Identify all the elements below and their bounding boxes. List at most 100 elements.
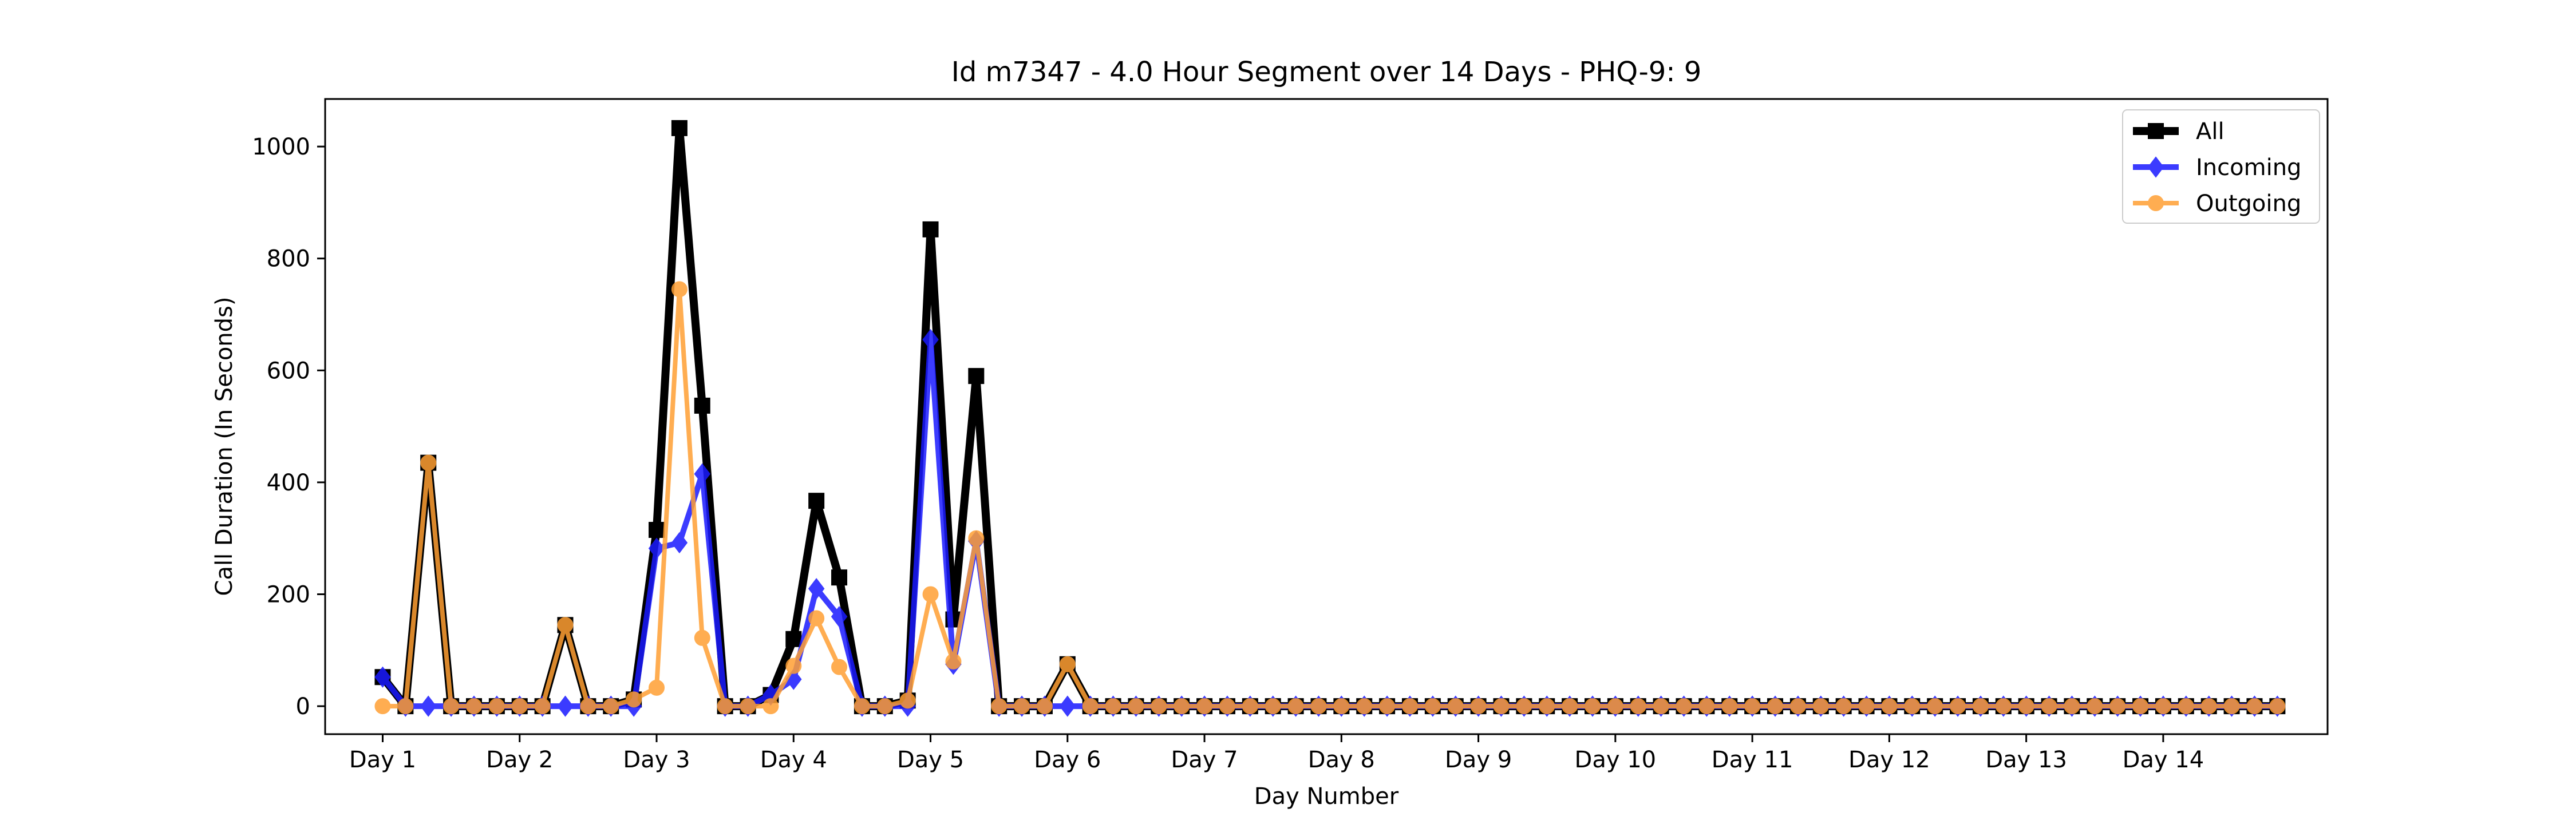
data-point-incoming [420,695,437,717]
series-layer [374,120,2286,717]
data-point-outgoing [580,698,596,715]
y-tick-label: 400 [267,470,310,496]
data-point-outgoing [785,657,802,674]
data-point-incoming [831,605,848,628]
data-point-outgoing [1174,698,1190,715]
data-point-outgoing [1356,698,1373,715]
data-point-outgoing [1516,698,1532,715]
data-point-outgoing [740,698,756,715]
data-point-outgoing [1379,698,1396,715]
data-point-outgoing [466,698,483,715]
x-axis: Day 1 Day 2 Day 3 Day 4 Day 5 Day 6 Day 7 Day 8… [349,734,2204,773]
data-point-outgoing [1744,698,1761,715]
data-point-outgoing [2132,698,2149,715]
data-point-outgoing [488,698,505,715]
x-tick-label: Day 5 [897,747,964,773]
y-tick-label: 800 [267,246,310,272]
data-point-outgoing [511,698,528,715]
data-point-outgoing [876,698,893,715]
legend: All Incoming Outgoing [2122,109,2320,224]
data-point-outgoing [1539,698,1555,715]
x-tick-label: Day 2 [486,747,553,773]
data-point-outgoing [1927,698,1943,715]
data-point-outgoing [1287,698,1304,715]
data-point-outgoing [945,653,962,670]
data-point-outgoing [557,617,574,633]
x-tick-label: Day 11 [1712,747,1793,773]
x-tick-label: Day 3 [623,747,690,773]
data-point-outgoing [968,530,985,546]
x-tick-label: Day 6 [1034,747,1101,773]
data-point-incoming [808,578,825,600]
data-point-outgoing [671,281,688,298]
y-tick-label: 200 [267,582,310,608]
data-point-outgoing [1105,698,1121,715]
data-point-outgoing [534,698,551,715]
data-point-outgoing [2223,698,2240,715]
data-point-outgoing [1972,698,1989,715]
data-point-all [2148,123,2164,139]
data-point-incoming [694,463,711,485]
data-point-outgoing [626,691,642,708]
legend-entry-all [2133,123,2179,139]
x-tick-label: Day 14 [2123,747,2204,773]
data-point-outgoing [1676,698,1692,715]
y-axis-label: Call Duration (In Seconds) [211,297,238,596]
data-point-outgoing [2041,698,2057,715]
legend-label: All [2196,118,2225,145]
data-point-outgoing [2109,698,2126,715]
x-axis-label: Day Number [1254,783,1399,810]
data-point-outgoing [1196,698,1213,715]
data-point-outgoing [374,698,391,715]
data-point-outgoing [1014,698,1030,715]
data-point-outgoing [922,586,939,603]
data-point-all [649,522,665,538]
data-point-outgoing [1630,698,1646,715]
data-point-outgoing [2148,195,2164,211]
series-group-outgoing [374,281,2286,715]
data-point-outgoing [1607,698,1623,715]
data-point-outgoing [2087,698,2103,715]
legend-label: Incoming [2196,154,2301,181]
data-point-outgoing [694,629,710,646]
data-point-outgoing [991,698,1008,715]
data-point-outgoing [1265,698,1281,715]
chart-title: Id m7347 - 4.0 Hour Segment over 14 Days… [951,56,1702,88]
x-tick-label: Day 13 [1985,747,2067,773]
data-point-outgoing [1789,698,1806,715]
data-point-incoming [671,532,688,554]
data-point-outgoing [1059,656,1076,672]
data-point-outgoing [1585,698,1601,715]
data-point-outgoing [1950,698,1966,715]
data-point-outgoing [831,659,848,675]
y-tick-label: 1000 [252,134,310,160]
x-tick-label: Day 7 [1171,747,1238,773]
data-point-incoming [374,666,391,688]
x-tick-label: Day 8 [1308,747,1375,773]
data-point-outgoing [854,698,870,715]
data-point-outgoing [2269,698,2286,715]
data-point-outgoing [1333,698,1350,715]
data-point-outgoing [2064,698,2080,715]
data-point-outgoing [1858,698,1875,715]
data-point-outgoing [649,679,665,696]
y-tick-label: 600 [267,358,310,384]
data-point-outgoing [1653,698,1669,715]
data-point-outgoing [603,698,619,715]
legend-box [2122,109,2320,224]
x-tick-label: Day 4 [760,747,827,773]
y-axis: 0 200 400 600 800 1000 [252,134,325,720]
data-point-outgoing [1447,698,1464,715]
data-point-outgoing [899,692,916,709]
data-point-outgoing [2155,698,2171,715]
data-point-outgoing [1493,698,1510,715]
x-tick-label: Day 1 [349,747,416,773]
data-point-outgoing [717,698,733,715]
data-point-outgoing [1036,698,1053,715]
data-point-incoming [557,695,574,717]
data-point-all [808,493,825,509]
data-point-outgoing [443,698,460,715]
data-point-outgoing [1082,698,1099,715]
data-point-incoming [1059,695,1076,717]
